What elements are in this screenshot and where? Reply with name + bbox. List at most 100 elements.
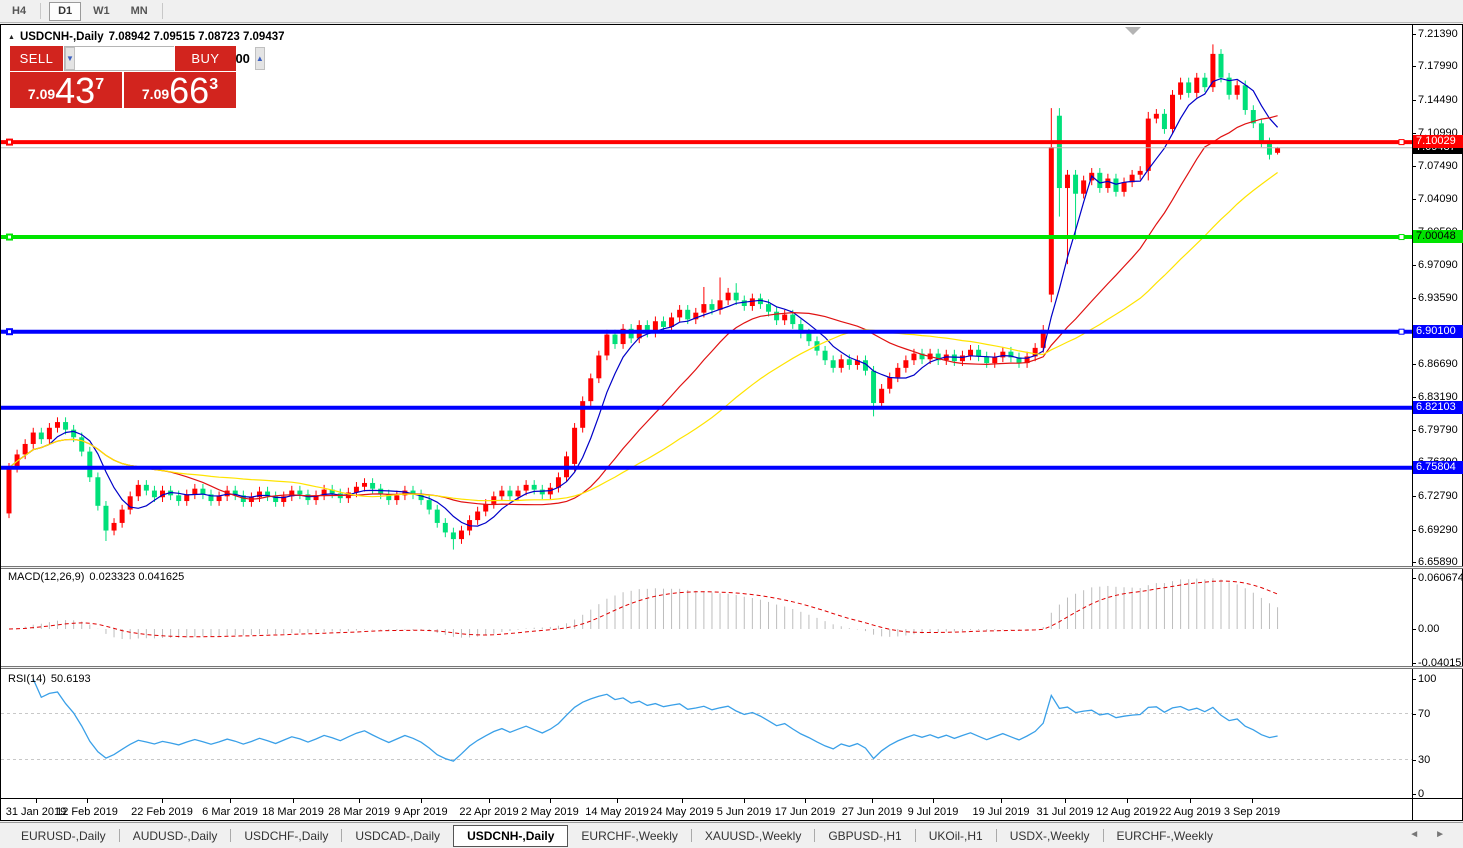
time-axis-label: 18 Mar 2019 [262, 806, 324, 818]
macd-pane-splitter[interactable] [1, 566, 1463, 569]
candle-body [321, 489, 327, 496]
chart-tab-eurchf-weekly[interactable]: EURCHF-,Weekly [1116, 828, 1213, 843]
rsi-indicator-label: RSI(14) 50.6193 [8, 673, 91, 685]
chart-tab-usdcad-daily[interactable]: USDCAD-,Daily [355, 828, 441, 843]
sell-price-button[interactable]: 7.09 43 7 [10, 72, 122, 109]
volume-increase-icon[interactable]: ▲ [254, 47, 265, 70]
candle-body [1218, 53, 1224, 78]
candle-body [879, 388, 885, 404]
time-axis-label: 14 May 2019 [585, 806, 649, 818]
hline-price-badge: 6.75804 [1413, 460, 1463, 474]
candle-body [959, 355, 965, 362]
chart-canvas[interactable] [1, 25, 1462, 820]
rsi-pane-splitter[interactable] [1, 666, 1463, 669]
macd-values: 0.023323 0.041625 [89, 571, 185, 583]
candle-body [402, 490, 408, 496]
macd-axis-label: 0.060674 [1418, 572, 1463, 585]
chart-tab-gbpusd-h1[interactable]: GBPUSD-,H1 [828, 828, 902, 843]
candle-body [693, 312, 699, 320]
toolbar-separator [40, 3, 42, 19]
tab-scroll-right-icon[interactable]: ► [1435, 829, 1445, 840]
buy-button[interactable]: BUY [175, 46, 236, 71]
candle-body [410, 490, 416, 495]
chart-tab-ukoil-h1[interactable]: UKOil-,H1 [928, 828, 983, 843]
hline-anchor [1398, 139, 1405, 146]
candle-body [265, 491, 271, 497]
timeframe-w1-button[interactable]: W1 [84, 2, 119, 21]
candle-body [1145, 118, 1151, 171]
price-axis-tick [1412, 198, 1416, 200]
time-axis-tick [489, 799, 490, 803]
rsi-axis-label: 0 [1418, 788, 1425, 800]
timeframe-mn-button[interactable]: MN [122, 2, 157, 21]
rsi-axis-tick [1412, 679, 1416, 680]
time-axis-label: 22 Feb 2019 [131, 806, 193, 818]
candle-body [968, 349, 974, 356]
candle-body [725, 292, 731, 301]
candle-body [143, 484, 149, 491]
candle-body [353, 486, 359, 493]
candle-body [450, 532, 456, 540]
candle-body [774, 311, 780, 321]
time-axis-label: 19 Jul 2019 [972, 806, 1030, 818]
timeframe-h4-button[interactable]: H4 [3, 2, 35, 21]
candle-body [588, 378, 594, 402]
candle-body [127, 496, 133, 510]
price-axis-tick [1412, 429, 1416, 431]
time-axis-label: 28 Mar 2019 [328, 806, 390, 818]
candle-body [604, 334, 610, 356]
timeframe-d1-button[interactable]: D1 [49, 1, 82, 21]
candle-body [1064, 174, 1070, 189]
buy-price-button[interactable]: 7.09 66 3 [124, 72, 236, 109]
chart-title: ▲ USDCNH-,Daily 7.08942 7.09515 7.08723 … [8, 31, 285, 43]
macd-axis-label: 0.00 [1418, 623, 1440, 635]
candle-body [539, 489, 545, 495]
chart-tab-xauusd-weekly[interactable]: XAUUSD-,Weekly [704, 828, 802, 843]
candle-body [838, 359, 844, 368]
hline-price-badge: 6.90100 [1413, 324, 1463, 338]
chart-tab-eurchf-weekly[interactable]: EURCHF-,Weekly [581, 828, 678, 843]
candle-body [1234, 85, 1240, 95]
tab-separator [118, 829, 120, 842]
macd-name: MACD(12,26,9) [8, 571, 85, 583]
volume-decrease-icon[interactable]: ▼ [65, 47, 75, 70]
candle-body [1016, 357, 1022, 364]
sell-button[interactable]: SELL [10, 46, 63, 71]
candle-body [458, 530, 464, 540]
candle-body [1258, 123, 1264, 143]
chart-tab-usdcnh-daily[interactable]: USDCNH-,Daily [453, 824, 569, 847]
chart-tab-usdx-weekly[interactable]: USDX-,Weekly [1009, 828, 1090, 843]
time-axis-tick [1190, 799, 1191, 803]
candle-body [426, 500, 432, 510]
chart-tab-usdchf-daily[interactable]: USDCHF-,Daily [244, 828, 329, 843]
chart-window: ▲ USDCNH-,Daily 7.08942 7.09515 7.08723 … [0, 24, 1463, 821]
time-axis-tick [162, 799, 163, 803]
candle-body [766, 304, 772, 312]
candle-body [596, 355, 602, 379]
time-axis-tick [872, 799, 873, 803]
tab-separator [814, 829, 816, 842]
price-axis-tick [1412, 496, 1416, 498]
chart-tab-audusd-daily[interactable]: AUDUSD-,Daily [132, 828, 218, 843]
chart-shift-marker-icon[interactable] [1125, 27, 1141, 35]
candle-body [644, 325, 650, 333]
candle-body [394, 495, 400, 501]
hline-price-badge: 7.00048 [1413, 230, 1463, 244]
candle-body [434, 509, 440, 523]
tab-scroll-left-icon[interactable]: ◄ [1409, 829, 1420, 840]
candle-body [135, 484, 141, 497]
collapse-panel-icon[interactable]: ▲ [8, 33, 15, 41]
price-axis-tick [1412, 132, 1416, 134]
candle-body [523, 484, 529, 491]
candle-body [1105, 178, 1111, 189]
candle-body [846, 359, 852, 365]
candle-body [685, 309, 691, 320]
candle-body [976, 349, 982, 357]
ma-slow-line [8, 172, 1278, 502]
time-axis-label: 31 Jan 2019 [5, 806, 67, 818]
sell-price-pip: 7 [95, 76, 105, 93]
candle-body [984, 356, 990, 364]
chart-tab-eurusd-daily[interactable]: EURUSD-,Daily [21, 828, 106, 843]
candle-body [289, 490, 295, 497]
hline-price-badge: 6.82103 [1413, 400, 1463, 414]
